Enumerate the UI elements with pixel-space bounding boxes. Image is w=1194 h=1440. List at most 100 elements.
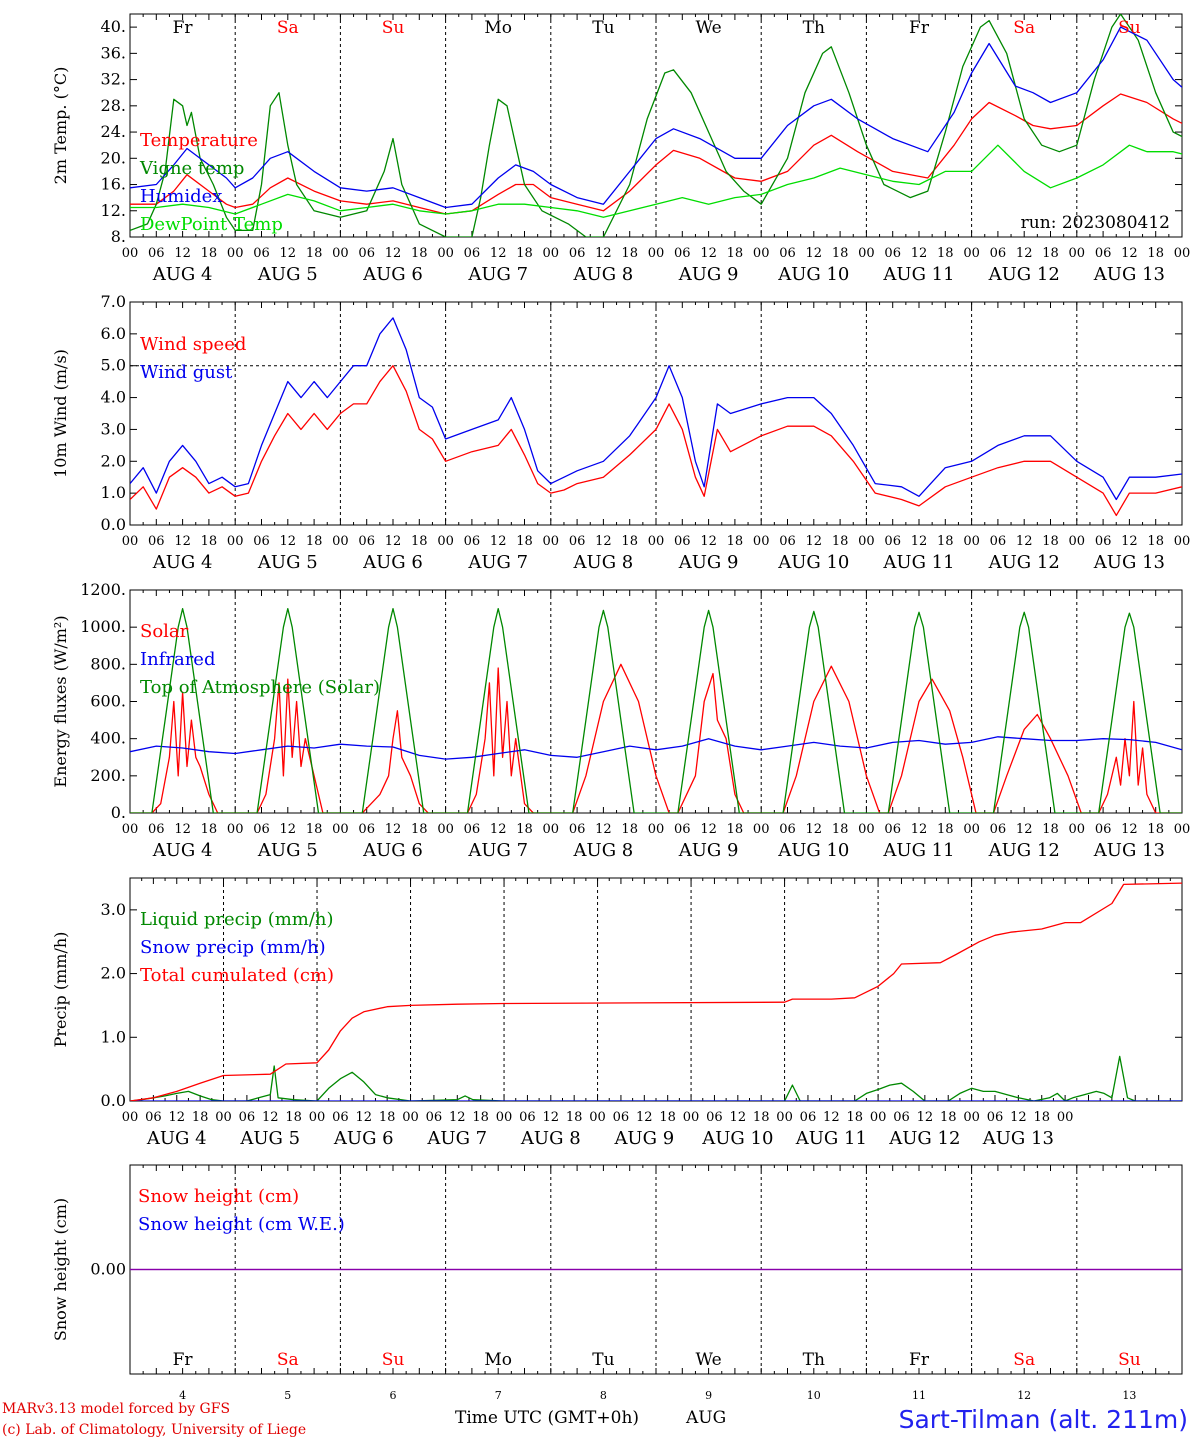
hour-label: 00 — [496, 1110, 513, 1125]
date-label: AUG 11 — [882, 264, 954, 285]
hour-label: 18 — [727, 822, 744, 837]
y-tick-label: 1.0 — [101, 1027, 126, 1046]
hour-label: 18 — [621, 822, 638, 837]
y-tick-label: 200. — [90, 766, 126, 785]
date-label: AUG 4 — [152, 840, 213, 861]
legend-entry: Snow height (cm) — [138, 1186, 299, 1207]
date-label: AUG 13 — [1093, 840, 1165, 861]
hour-label: 06 — [893, 1110, 910, 1125]
hour-label: 18 — [937, 822, 954, 837]
hour-label: 12 — [1010, 1110, 1027, 1125]
hour-label: 12 — [911, 822, 928, 837]
hour-label: 18 — [832, 534, 849, 549]
hour-label: 12 — [1121, 246, 1138, 261]
y-axis-label: Energy fluxes (W/m²) — [51, 615, 70, 787]
panel-3: 0. 200. 400. 600. 800. 1000. 1200. Energy fluxe… — [51, 580, 1190, 861]
hour-label: 00 — [543, 534, 560, 549]
y-axis-label: 10m Wind (m/s) — [51, 349, 70, 478]
y-tick-label: 8. — [111, 227, 126, 246]
weekday-label: Sa — [1013, 1350, 1035, 1370]
hour-label: 00 — [227, 534, 244, 549]
hour-label: 12 — [174, 246, 191, 261]
hour-label: 00 — [753, 534, 770, 549]
hour-label: 06 — [145, 1110, 162, 1125]
hour-label: 06 — [253, 534, 270, 549]
hour-label: 12 — [595, 534, 612, 549]
y-tick-label: 40. — [101, 17, 126, 36]
hour-label: 00 — [858, 822, 875, 837]
hour-label: 12 — [823, 1110, 840, 1125]
y-tick-label: 0.0 — [101, 515, 126, 534]
hour-label: 18 — [192, 1110, 209, 1125]
y-tick-label: 800. — [90, 654, 126, 673]
hour-label: 00 — [1069, 534, 1086, 549]
date-label: AUG 7 — [467, 552, 528, 573]
hour-label: 18 — [411, 534, 428, 549]
day-number-label: 12 — [1017, 1389, 1031, 1402]
hour-label: 12 — [543, 1110, 560, 1125]
credit-line-2: (c) Lab. of Climatology, University of L… — [2, 1422, 306, 1438]
legend-entry: Total cumulated (cm) — [140, 965, 334, 986]
hour-label: 18 — [411, 822, 428, 837]
legend-entry: Temperature — [140, 130, 258, 151]
weekday-label: Fr — [173, 1350, 194, 1370]
panel-5: 0.00 Snow height (cm) Snow height (cm) Snow… — [51, 1164, 1183, 1402]
hour-label: 06 — [569, 822, 586, 837]
weekday-label: Th — [803, 18, 825, 38]
y-tick-label: 400. — [90, 729, 126, 748]
date-label: AUG 9 — [678, 840, 739, 861]
hour-label: 00 — [753, 822, 770, 837]
hour-label: 18 — [937, 246, 954, 261]
hour-label: 12 — [911, 246, 928, 261]
series-line — [130, 317, 1182, 501]
hour-label: 00 — [122, 1110, 139, 1125]
hour-label: 00 — [683, 1110, 700, 1125]
date-label: AUG 11 — [882, 552, 954, 573]
date-label: AUG 7 — [467, 264, 528, 285]
hour-label: 12 — [595, 246, 612, 261]
hour-label: 06 — [569, 246, 586, 261]
date-label: AUG 5 — [257, 840, 318, 861]
hour-label: 06 — [464, 246, 481, 261]
series-line — [130, 736, 1182, 760]
day-number-label: 10 — [807, 1389, 821, 1402]
hour-label: 18 — [621, 246, 638, 261]
series-group — [130, 607, 1182, 813]
hour-label: 00 — [1174, 246, 1191, 261]
hour-label: 06 — [990, 246, 1007, 261]
hour-label: 06 — [253, 822, 270, 837]
hour-label: 12 — [280, 534, 297, 549]
date-label: AUG 5 — [239, 1128, 300, 1149]
series-group — [130, 882, 1182, 1101]
hour-label: 06 — [706, 1110, 723, 1125]
legend-entry: DewPoint Temp — [140, 214, 283, 235]
hour-label: 12 — [490, 534, 507, 549]
y-tick-label: 24. — [101, 122, 126, 141]
date-label: AUG 9 — [613, 1128, 674, 1149]
hour-label: 06 — [253, 246, 270, 261]
hour-label: 00 — [963, 534, 980, 549]
weekday-label: Mo — [484, 1350, 512, 1370]
hour-label: 18 — [201, 822, 218, 837]
hour-label: 18 — [411, 246, 428, 261]
credit-line-1: MARv3.13 model forced by GFS — [2, 1401, 230, 1417]
date-label: AUG 6 — [333, 1128, 394, 1149]
date-label: AUG 13 — [982, 1128, 1054, 1149]
day-number-label: 9 — [705, 1389, 712, 1402]
hour-label: 06 — [884, 534, 901, 549]
hour-label: 00 — [437, 534, 454, 549]
hour-label: 12 — [700, 822, 717, 837]
date-label: AUG 6 — [362, 552, 423, 573]
hour-label: 00 — [309, 1110, 326, 1125]
hour-label: 06 — [426, 1110, 443, 1125]
hour-label: 06 — [1095, 534, 1112, 549]
y-axis-label: 2m Temp. (°C) — [51, 67, 70, 185]
hour-label: 12 — [730, 1110, 747, 1125]
hour-label: 00 — [648, 822, 665, 837]
hour-label: 00 — [332, 246, 349, 261]
hour-label: 00 — [858, 246, 875, 261]
hour-label: 06 — [569, 534, 586, 549]
hour-label: 06 — [779, 246, 796, 261]
hour-label: 00 — [1069, 822, 1086, 837]
panel-4: 0.0 1.0 2.0 3.0 Precip (mm/h) Liquid precip (… — [51, 877, 1183, 1149]
